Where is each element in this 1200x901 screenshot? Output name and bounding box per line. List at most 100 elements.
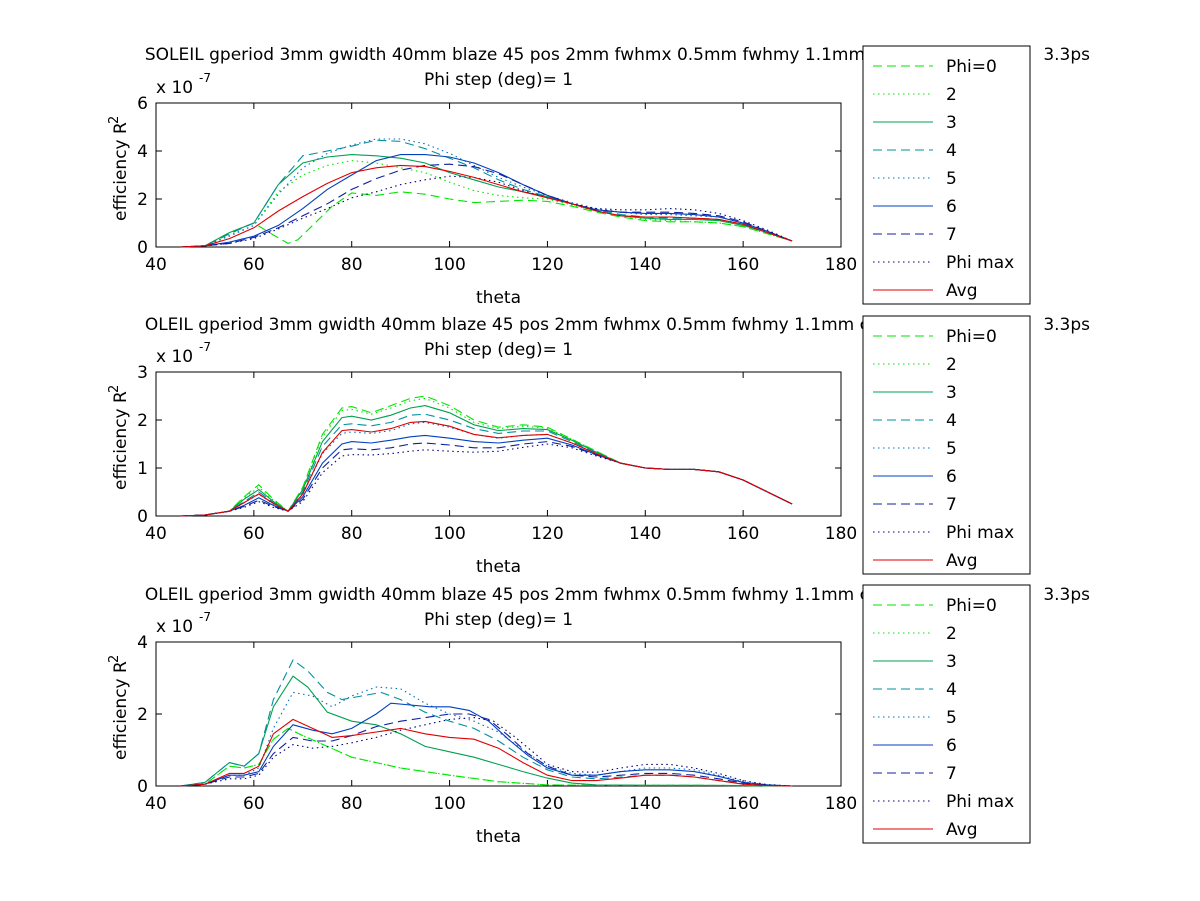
chart-title-tail: 3.3ps xyxy=(1043,315,1090,335)
chart-title-tail: 3.3ps xyxy=(1043,45,1090,65)
x-tick-label: 60 xyxy=(243,524,265,544)
legend-label: 7 xyxy=(946,495,957,515)
legend-label: 4 xyxy=(946,680,957,700)
series-line-9 xyxy=(180,718,793,787)
series-line-7 xyxy=(180,163,793,248)
subplot-3: 40 60 80 100 120 140 160 180 0 2 4 x 10 -7 theta effic… xyxy=(107,584,1090,847)
legend-label: Phi=0 xyxy=(946,327,997,347)
x-tick-label: 80 xyxy=(341,794,363,814)
x-tick-label: 180 xyxy=(825,794,857,814)
legend-label: Phi=0 xyxy=(946,57,997,77)
legend-label: Phi max xyxy=(946,523,1014,543)
legend-label: 7 xyxy=(946,225,957,245)
exponent-power: -7 xyxy=(199,340,211,354)
legend: Phi=0 2 3 4 5 6 7 Phi max Avg xyxy=(862,315,1031,575)
x-axis-label: theta xyxy=(476,288,521,308)
legend-label: Phi=0 xyxy=(946,596,997,616)
x-tick-label: 60 xyxy=(243,255,265,275)
legend: Phi=0 2 3 4 5 6 7 Phi max Avg xyxy=(862,584,1031,844)
y-tick-label: 2 xyxy=(137,411,148,431)
legend-label: 2 xyxy=(946,355,957,375)
y-axis-label: efficiency R xyxy=(111,391,131,490)
exponent-power: -7 xyxy=(199,610,211,624)
chart-subtitle: Phi step (deg)= 1 xyxy=(424,610,573,630)
x-tick-label: 160 xyxy=(727,794,759,814)
legend-label: 6 xyxy=(946,736,957,756)
legend-label: 3 xyxy=(946,383,957,403)
y-tick-label: 2 xyxy=(137,190,148,210)
chart-subtitle: Phi step (deg)= 1 xyxy=(424,340,573,360)
y-tick-label: 0 xyxy=(137,777,148,797)
y-axis-label-superscript: 2 xyxy=(107,116,122,124)
legend-label: 7 xyxy=(946,764,957,784)
legend-label: 6 xyxy=(946,467,957,487)
x-tick-label: 140 xyxy=(629,524,661,544)
series-line-1 xyxy=(180,395,793,517)
y-tick-label: 1 xyxy=(137,459,148,479)
x-tick-label: 140 xyxy=(629,255,661,275)
exponent-base: x 10 xyxy=(156,78,193,98)
legend-label: 3 xyxy=(946,652,957,672)
x-tick-label: 120 xyxy=(531,524,563,544)
series-line-2 xyxy=(180,160,793,248)
legend-box xyxy=(862,45,1031,305)
series-line-8 xyxy=(180,717,793,787)
legend-label: 4 xyxy=(946,141,957,161)
x-tick-label: 60 xyxy=(243,794,265,814)
chart-title: OLEIL gperiod 3mm gwidth 40mm blaze 45 p… xyxy=(145,585,945,605)
chart-title: OLEIL gperiod 3mm gwidth 40mm blaze 45 p… xyxy=(145,315,945,335)
legend-label: Phi max xyxy=(946,792,1014,812)
axes-frame xyxy=(155,102,842,248)
y-axis-label: efficiency R xyxy=(111,661,131,760)
x-axis-label: theta xyxy=(476,827,521,847)
x-tick-label: 140 xyxy=(629,794,661,814)
legend-label: Phi max xyxy=(946,253,1014,273)
axes-frame xyxy=(155,371,842,517)
legend-label: 4 xyxy=(946,411,957,431)
x-tick-label: 100 xyxy=(433,255,465,275)
x-tick-label: 100 xyxy=(433,794,465,814)
chart-subtitle: Phi step (deg)= 1 xyxy=(424,70,573,90)
x-tick-label: 180 xyxy=(825,255,857,275)
x-tick-label: 40 xyxy=(145,794,167,814)
y-tick-label: 3 xyxy=(137,363,148,383)
legend-label: Avg xyxy=(946,820,978,840)
series-line-9 xyxy=(180,420,793,517)
y-axis-label-superscript: 2 xyxy=(107,655,122,663)
series-line-9 xyxy=(180,164,793,248)
legend-label: 6 xyxy=(946,197,957,217)
y-tick-label: 4 xyxy=(137,142,148,162)
exponent-base: x 10 xyxy=(156,617,193,637)
x-tick-label: 160 xyxy=(727,524,759,544)
legend-box xyxy=(862,315,1031,575)
legend: Phi=0 2 3 4 5 6 7 Phi max Avg xyxy=(862,45,1031,305)
series-line-1 xyxy=(180,191,793,248)
series-line-3 xyxy=(180,154,793,248)
y-tick-label: 6 xyxy=(137,94,148,114)
x-axis-label: theta xyxy=(476,557,521,577)
subplot-2: 40 60 80 100 120 140 160 180 0 1 2 3 x 10 -7 theta effi… xyxy=(107,315,1090,577)
chart-title-tail: 3.3ps xyxy=(1043,585,1090,605)
legend-label: 5 xyxy=(946,708,957,728)
y-axis-label-superscript: 2 xyxy=(107,385,122,393)
y-tick-label: 0 xyxy=(137,238,148,258)
y-tick-label: 2 xyxy=(137,705,148,725)
x-tick-label: 120 xyxy=(531,794,563,814)
series-line-6 xyxy=(180,702,793,787)
legend-label: 3 xyxy=(946,113,957,133)
exponent-base: x 10 xyxy=(156,347,193,367)
chart-title: SOLEIL gperiod 3mm gwidth 40mm blaze 45 … xyxy=(145,45,945,65)
x-tick-label: 40 xyxy=(145,255,167,275)
legend-label: Avg xyxy=(946,281,978,301)
x-tick-label: 100 xyxy=(433,524,465,544)
series-line-1 xyxy=(180,727,793,787)
series-line-7 xyxy=(180,713,793,787)
subplot-1: 40 60 80 100 120 140 160 180 0 2 4 6 x 10 -7 theta effi… xyxy=(107,45,1090,308)
x-tick-label: 120 xyxy=(531,255,563,275)
x-tick-label: 40 xyxy=(145,524,167,544)
y-axis-label: efficiency R xyxy=(111,122,131,221)
legend-label: 2 xyxy=(946,85,957,105)
legend-label: Avg xyxy=(946,551,978,571)
